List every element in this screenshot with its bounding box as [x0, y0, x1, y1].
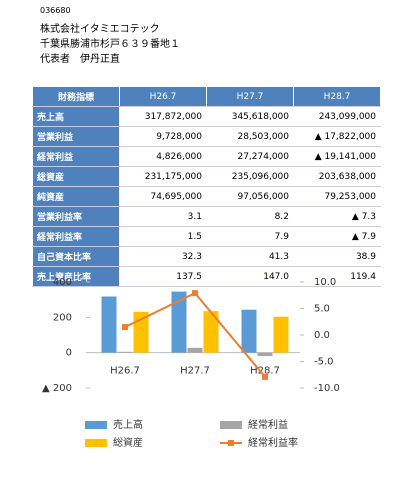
table-cell: 203,638,000: [293, 166, 381, 187]
table-cell: 営業利益: [32, 126, 120, 147]
y-tick-label: 200: [53, 312, 72, 323]
legend-label: 売上高: [113, 418, 143, 431]
company-code: 036680: [40, 6, 71, 15]
bar: [257, 352, 273, 357]
table-row: 売上高 317,872,000 345,618,000 243,099,000: [32, 106, 381, 127]
table-row: 経常利益 4,826,000 27,274,000 ▲ 19,141,000: [32, 146, 381, 167]
legend-label: 総資産: [113, 436, 143, 449]
bar: [171, 291, 187, 353]
bar: [101, 296, 117, 353]
y2-tick-label: -5.0: [314, 357, 334, 368]
y2-tick-label: -10.0: [314, 383, 340, 394]
table-cell: 9,728,000: [119, 126, 207, 147]
legend-label: 経常利益: [248, 418, 288, 431]
table-cell: 7.9: [206, 226, 294, 247]
table-row: 営業利益 9,728,000 28,503,000 ▲ 17,822,000: [32, 126, 381, 147]
table-cell: 243,099,000: [293, 106, 381, 127]
table-cell: 231,175,000: [119, 166, 207, 187]
y2-tick-label: 0.0: [314, 330, 330, 341]
table-cell: 8.2: [206, 206, 294, 227]
table-cell: 235,096,000: [206, 166, 294, 187]
table-row: 経常利益率 1.5 7.9 ▲ 7.9: [32, 226, 381, 247]
table-cell: 137.5: [119, 266, 207, 287]
legend-swatch: [85, 421, 107, 429]
table-cell: 28,503,000: [206, 126, 294, 147]
y2-tick-label: 10.0: [314, 277, 336, 288]
bar: [273, 316, 289, 353]
table-cell: 純資産: [32, 186, 120, 207]
table-row: 純資産 74,695,000 97,056,000 79,253,000: [32, 186, 381, 207]
table-cell: ▲ 19,141,000: [293, 146, 381, 167]
financial-table: 財務指標 H26.7 H27.7 H28.7 売上高 317,872,000 345,618…: [32, 86, 381, 287]
bar: [241, 309, 257, 353]
table-row: 営業利益率 3.1 8.2 ▲ 7.3: [32, 206, 381, 227]
bar: [133, 311, 149, 353]
table-cell: ▲ 17,822,000: [293, 126, 381, 147]
company-address: 千葉県勝浦市杉戸６３９番地１: [40, 39, 180, 50]
table-cell: 27,274,000: [206, 146, 294, 167]
y-tick-label: 400: [53, 277, 72, 288]
table-cell: ▲ 7.9: [293, 226, 381, 247]
table-cell: 32.3: [119, 246, 207, 267]
x-tick-label: H26.7: [110, 366, 140, 377]
table-cell: ▲ 7.3: [293, 206, 381, 227]
x-tick-label: H28.7: [250, 366, 280, 377]
bar: [117, 351, 133, 353]
x-tick-label: H27.7: [180, 366, 210, 377]
chart: 400 200 0 ▲ 200 10.0 5.0 0.0 -5.0 -10.0 H26.7 H27.…: [42, 277, 340, 449]
table-cell: 4,826,000: [119, 146, 207, 167]
table-cell: 1.5: [119, 226, 207, 247]
table-cell: 売上高: [32, 106, 120, 127]
y2-tick-label: 5.0: [314, 304, 330, 315]
legend-label: 経常利益率: [248, 436, 298, 449]
table-cell: 97,056,000: [206, 186, 294, 207]
marker: [192, 290, 198, 297]
table-cell: 財務指標: [32, 86, 120, 107]
table-cell: 経常利益: [32, 146, 120, 167]
table-cell: 売上資産比率: [32, 266, 120, 287]
table-cell: 147.0: [206, 266, 294, 287]
table-row: 自己資本比率 32.3 41.3 38.9: [32, 246, 381, 267]
marker: [122, 324, 128, 331]
table-row: 財務指標 H26.7 H27.7 H28.7: [32, 86, 381, 107]
table-cell: 317,872,000: [119, 106, 207, 127]
table-cell: 41.3: [206, 246, 294, 267]
y-tick-label: ▲ 200: [42, 383, 72, 394]
table-cell: 345,618,000: [206, 106, 294, 127]
table-cell: H27.7: [206, 86, 294, 107]
representative: 代表者 伊丹正直: [40, 54, 120, 65]
table-cell: 自己資本比率: [32, 246, 120, 267]
table-row: 総資産 231,175,000 235,096,000 203,638,000: [32, 166, 381, 187]
table-cell: H28.7: [293, 86, 381, 107]
table-cell: H26.7: [119, 86, 207, 107]
legend-swatch: [220, 421, 242, 429]
legend-swatch: [85, 439, 107, 447]
table-cell: 38.9: [293, 246, 381, 267]
table-row: 売上資産比率 137.5 147.0 119.4: [32, 266, 381, 287]
table-cell: 総資産: [32, 166, 120, 187]
bar: [187, 347, 203, 353]
legend-swatch: [228, 440, 234, 446]
y-tick-label: 0: [66, 348, 72, 359]
company-name: 株式会社イタミエコテック: [40, 24, 160, 35]
table-cell: 経常利益率: [32, 226, 120, 247]
table-cell: 営業利益率: [32, 206, 120, 227]
bar: [203, 311, 219, 353]
table-cell: 119.4: [293, 266, 381, 287]
marker: [262, 373, 268, 380]
table-cell: 3.1: [119, 206, 207, 227]
table-cell: 74,695,000: [119, 186, 207, 207]
table-cell: 79,253,000: [293, 186, 381, 207]
